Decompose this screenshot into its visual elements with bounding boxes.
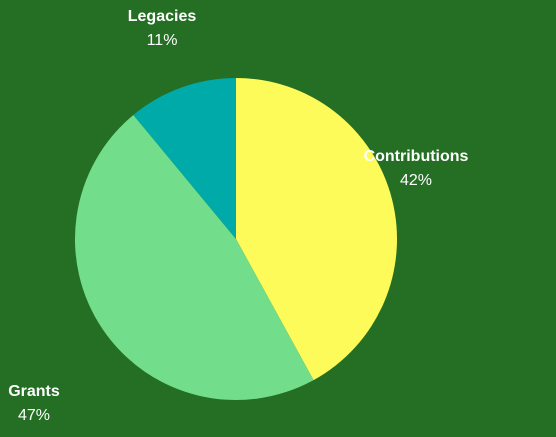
slice-percent: 11%	[146, 32, 178, 49]
slice-percent: 47%	[17, 407, 51, 424]
pie-slice-contributions	[236, 78, 398, 381]
slice-percent: 42%	[399, 172, 433, 189]
slice-name: Contributions	[363, 148, 469, 165]
pie-slice-grants	[74, 114, 314, 401]
slice-label-contributions: Contributions 42%	[344, 145, 488, 193]
pie-slice-legacies	[133, 78, 236, 239]
slice-name: Legacies	[127, 8, 197, 25]
slice-name: Grants	[8, 383, 60, 400]
slice-label-grants: Grants 47%	[0, 380, 74, 428]
slice-label-legacies: Legacies 11%	[112, 5, 212, 53]
